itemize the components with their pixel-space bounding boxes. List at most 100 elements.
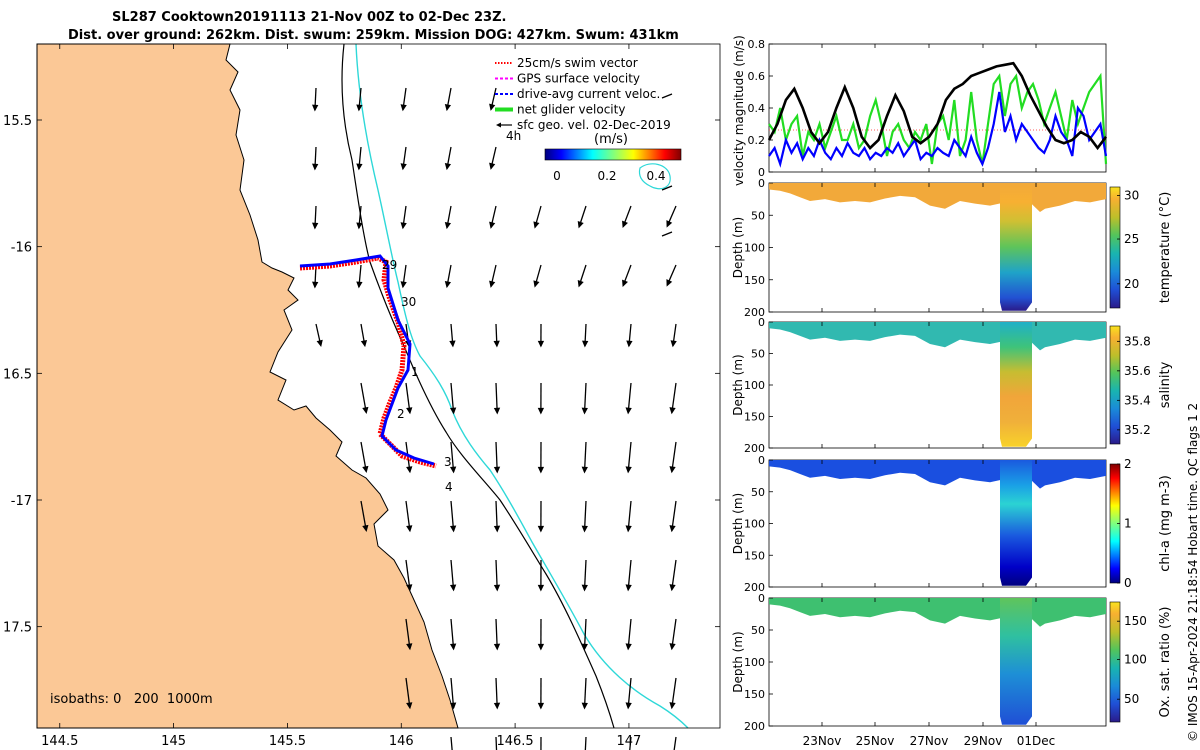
section-2-cbtick-2: 2 bbox=[1124, 457, 1132, 471]
section-2-ytick-1: 50 bbox=[751, 486, 765, 499]
map-ytick-1: -16 bbox=[11, 241, 32, 256]
section-0-ytick-3: 150 bbox=[744, 274, 765, 287]
section-2-ytick-2: 100 bbox=[744, 518, 765, 531]
date-xtick-0: 23Nov bbox=[803, 734, 842, 748]
section-0-ytick-4: 200 bbox=[744, 306, 765, 319]
velocity-series-1 bbox=[768, 91, 1108, 168]
map-xtick-4: 146.5 bbox=[496, 734, 533, 749]
map-colorbar-tick-2: 0.4 bbox=[646, 169, 665, 183]
section-1-ytick-4: 200 bbox=[744, 442, 765, 455]
map-colorbar-tick-0: 0 bbox=[553, 169, 561, 183]
map-legend-label-1: GPS surface velocity bbox=[517, 72, 640, 86]
velocity-ytick-0: 0 bbox=[758, 166, 765, 179]
map-xtick-1: 145 bbox=[161, 734, 186, 749]
map-legend-label-3: net glider velocity bbox=[517, 103, 625, 117]
land-mass bbox=[36, 43, 459, 729]
section-1-ylabel: Depth (m) bbox=[731, 354, 745, 415]
section-2-ytick-4: 200 bbox=[744, 581, 765, 594]
velocity-ytick-2: 0.4 bbox=[748, 102, 766, 115]
figure-title-line2: Dist. over ground: 262km. Dist. swum: 25… bbox=[68, 28, 679, 43]
section-0-colorbar bbox=[1109, 186, 1121, 309]
map-ytick-2: 16.5 bbox=[3, 367, 32, 382]
section-deep-profile-1 bbox=[1000, 322, 1032, 447]
section-3-cbtick-0: 50 bbox=[1124, 692, 1139, 706]
date-xtick-3: 29Nov bbox=[964, 734, 1003, 748]
velocity-panel: 0 0.2 0.4 0.6 0.8 velocity magnitude (m/s) bbox=[732, 35, 1108, 186]
map-ytick-0: 15.5 bbox=[3, 114, 32, 129]
map-ytick-4: 17.5 bbox=[3, 621, 32, 636]
figure-title-line1: SL287 Cooktown20191113 21-Nov 00Z to 02-… bbox=[112, 10, 507, 25]
section-2-colorbar-label: chl-a (mg m-3) bbox=[1158, 475, 1173, 572]
section-0-ytick-2: 100 bbox=[744, 242, 765, 255]
day-label-4: 4 bbox=[445, 480, 453, 494]
map-xtick-3: 146 bbox=[389, 734, 414, 749]
velocity-line-1 bbox=[768, 91, 1108, 168]
map-legend-label-0: 25cm/s swim vector bbox=[517, 56, 638, 70]
section-1-colorbar bbox=[1109, 325, 1121, 445]
map-xtick-0: 144.5 bbox=[41, 734, 78, 749]
section-3-ytick-0: 0 bbox=[758, 592, 765, 605]
section-3-colorbar-label: Ox. sat. ratio (%) bbox=[1158, 607, 1173, 718]
section-0-cbtick-0: 20 bbox=[1124, 277, 1139, 291]
section-1-cbtick-3: 35.8 bbox=[1124, 334, 1151, 348]
map-xtick-5: 147 bbox=[617, 734, 642, 749]
glider-track bbox=[299, 254, 437, 469]
isobath-1000m bbox=[355, 43, 689, 729]
section-0-cbtick-2: 30 bbox=[1124, 188, 1139, 202]
date-xtick-2: 27Nov bbox=[910, 734, 949, 748]
map-legend-label-2: drive-avg current veloc. bbox=[517, 87, 660, 101]
section-0-ytick-1: 50 bbox=[751, 209, 765, 222]
section-3-ytick-2: 100 bbox=[744, 656, 765, 669]
velocity-ytick-4: 0.8 bbox=[748, 38, 766, 51]
section-0-ylabel: Depth (m) bbox=[731, 217, 745, 278]
section-3-ylabel: Depth (m) bbox=[731, 631, 745, 692]
map-colorbar-unit: (m/s) bbox=[594, 132, 628, 147]
day-label-29: 29 bbox=[382, 258, 397, 272]
map-ytick-3: -17 bbox=[11, 494, 32, 509]
map-legend: 25cm/s swim vector GPS surface velocitydr… bbox=[495, 56, 671, 132]
map-frame bbox=[36, 43, 721, 729]
section-1-colorbar-label: salinity bbox=[1158, 361, 1173, 408]
legend-4h-label: 4h bbox=[506, 129, 521, 143]
section-3-colorbar bbox=[1109, 601, 1121, 723]
velocity-arrows bbox=[312, 87, 677, 750]
section-1-cbtick-0: 35.2 bbox=[1124, 423, 1151, 437]
section-panel-2: 0 50 100 150 200 Depth (m) 0 1 2 chl-a (mg m-3) bbox=[731, 454, 1173, 594]
velocity-line-2 bbox=[767, 61, 1108, 151]
section-3-ytick-3: 150 bbox=[744, 688, 765, 701]
velocity-ylabel: velocity magnitude (m/s) bbox=[732, 35, 746, 186]
map-colorbar bbox=[544, 148, 682, 161]
velocity-ytick-3: 0.6 bbox=[748, 70, 766, 83]
section-1-cbtick-1: 35.4 bbox=[1124, 393, 1151, 407]
section-0-ytick-0: 0 bbox=[758, 177, 765, 190]
map-panel: 29 30 1 2 3 4 25cm/s swim vector GPS surf… bbox=[3, 43, 721, 750]
section-2-cbtick-1: 1 bbox=[1124, 517, 1132, 531]
section-2-ylabel: Depth (m) bbox=[731, 493, 745, 554]
day-label-30: 30 bbox=[401, 295, 416, 309]
isobath-1000m-contour bbox=[638, 163, 671, 190]
section-3-ytick-1: 50 bbox=[751, 624, 765, 637]
isobath-200m bbox=[341, 43, 615, 729]
track-blue bbox=[299, 254, 435, 466]
section-deep-profile-0 bbox=[1000, 183, 1032, 311]
section-panel-0: 0 50 100 150 200 Depth (m) 20 25 30 temperature (… bbox=[731, 177, 1173, 319]
section-3-ytick-4: 200 bbox=[744, 720, 765, 733]
section-deep-profile-2 bbox=[1000, 460, 1032, 586]
section-2-ytick-3: 150 bbox=[744, 549, 765, 562]
map-legend-label-4: sfc geo. vel. 02-Dec-2019 bbox=[517, 118, 671, 132]
map-colorbar-tick-1: 0.2 bbox=[597, 169, 616, 183]
section-1-ytick-0: 0 bbox=[758, 316, 765, 329]
section-panel-3: 0 50 100 150 200 Depth (m) 50 100 150 Ox. sat. ra… bbox=[731, 592, 1173, 733]
date-xtick-4: 01Dec bbox=[1017, 734, 1056, 748]
velocity-series-2 bbox=[767, 61, 1108, 151]
map-axis-ticks: 144.5 145 145.5 146 146.5 147 15.5 -16 16.5 -17 17… bbox=[3, 44, 720, 749]
date-xtick-1: 25Nov bbox=[856, 734, 895, 748]
section-3-cbtick-2: 150 bbox=[1124, 614, 1147, 628]
isobaths-label: isobaths: 0 200 1000m bbox=[50, 692, 213, 707]
section-1-ytick-2: 100 bbox=[744, 379, 765, 392]
section-1-ytick-1: 50 bbox=[751, 348, 765, 361]
day-label-1: 1 bbox=[411, 365, 419, 379]
section-deep-profile-3 bbox=[1000, 598, 1032, 725]
section-2-cbtick-0: 0 bbox=[1124, 576, 1132, 590]
